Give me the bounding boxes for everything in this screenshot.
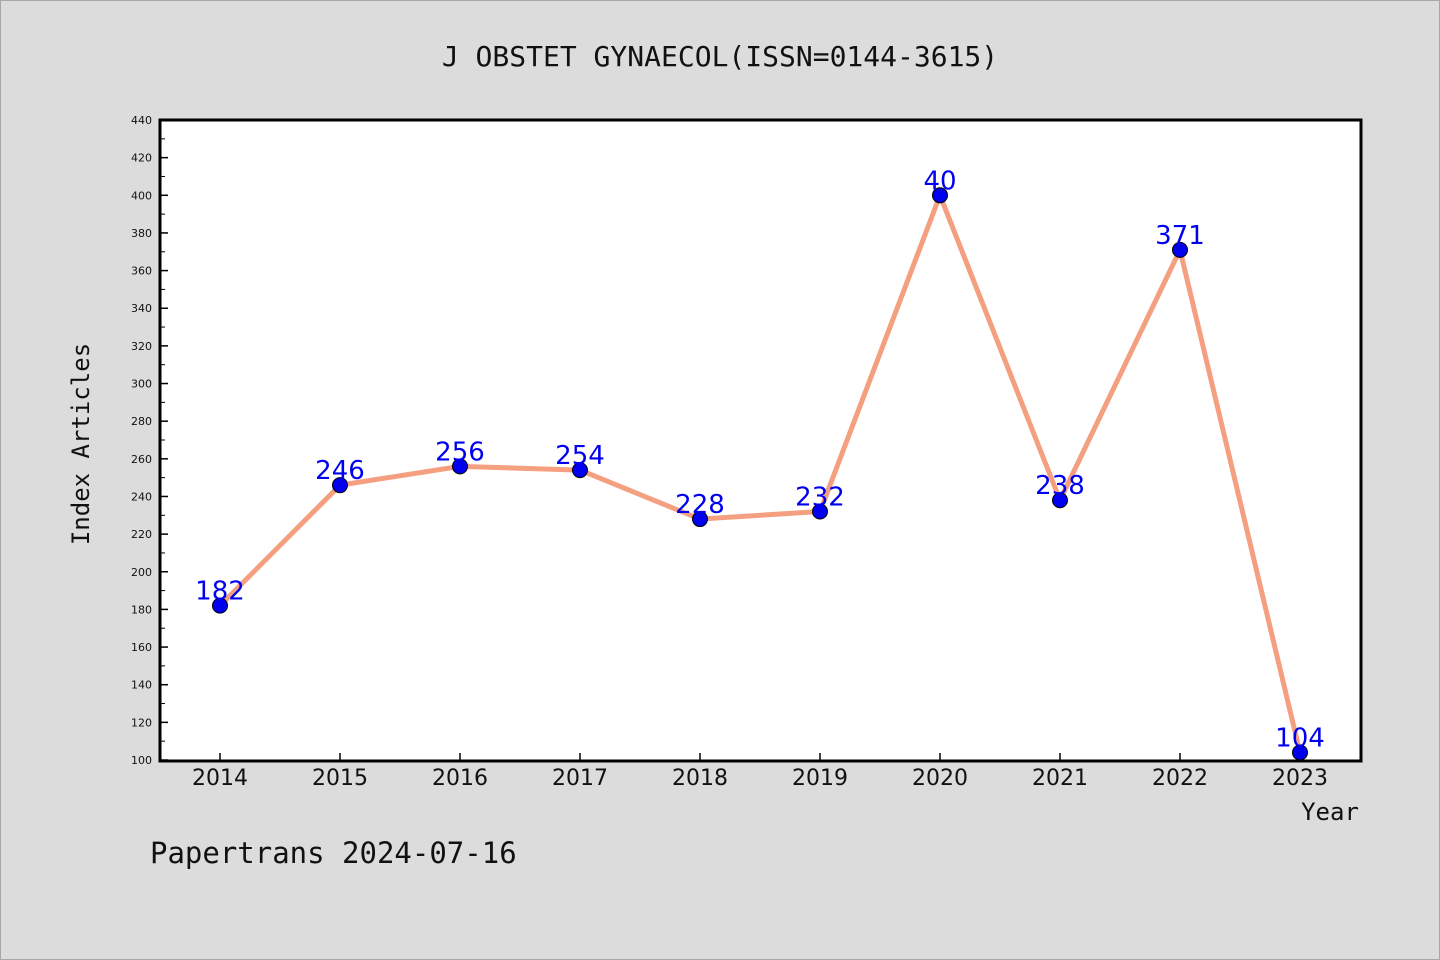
data-labels: 182 246 256 254 228 232 40 238 371 104: [195, 166, 1325, 753]
data-label: 371: [1155, 221, 1205, 251]
y-tick-label: 360: [131, 265, 152, 278]
plot-area: [158, 118, 1363, 763]
data-point: [1172, 241, 1188, 258]
x-tick-label: 2019: [792, 766, 848, 791]
y-tick-label: 100: [131, 754, 152, 767]
data-label: 256: [435, 437, 485, 467]
y-tick-label: 340: [131, 302, 152, 315]
data-label: 104: [1275, 723, 1325, 753]
data-label: 246: [315, 456, 365, 486]
x-axis-label: Year: [1301, 798, 1359, 826]
data-label: 254: [555, 441, 605, 471]
data-label: 40: [923, 166, 956, 196]
y-tick-label: 140: [131, 679, 152, 692]
series-line: [218, 192, 1303, 754]
data-point: [1052, 492, 1068, 509]
y-tick-label: 220: [131, 528, 152, 541]
data-point: [332, 477, 348, 494]
y-axis-label: Index Articles: [67, 343, 95, 545]
x-tick-label: 2021: [1032, 766, 1088, 791]
y-tick-label: 200: [131, 566, 152, 579]
data-markers: [212, 187, 1308, 761]
data-label: 238: [1035, 471, 1085, 501]
y-tick-label: 420: [131, 152, 152, 165]
data-point: [572, 462, 588, 479]
y-tick-label: 120: [131, 716, 152, 729]
y-tick-label: 280: [131, 415, 152, 428]
data-point: [1292, 744, 1308, 761]
y-tick-label: 320: [131, 340, 152, 353]
data-point: [692, 511, 708, 528]
x-tick-label: 2016: [432, 766, 488, 791]
x-tick-label: 2015: [312, 766, 368, 791]
y-tick-label: 240: [131, 490, 152, 503]
y-tick-label: 180: [131, 603, 152, 616]
y-tick-label: 260: [131, 453, 152, 466]
x-tick-label: 2020: [912, 766, 968, 791]
data-label: 232: [795, 483, 845, 513]
y-tick-label: 440: [131, 114, 152, 127]
data-point: [452, 458, 468, 475]
y-tick-label: 400: [131, 189, 152, 202]
data-point: [932, 187, 948, 204]
data-label: 228: [675, 490, 725, 520]
data-point: [212, 597, 228, 614]
x-tick-label: 2022: [1152, 766, 1208, 791]
x-axis: 2014 2015 2016 2017 2018 2019 2020 2021 2022 2023: [192, 753, 1328, 791]
x-tick-label: 2014: [192, 766, 248, 791]
footer-text: Papertrans 2024-07-16: [150, 836, 517, 870]
y-tick-label: 160: [131, 641, 152, 654]
x-tick-label: 2023: [1272, 766, 1328, 791]
data-label: 182: [195, 577, 245, 607]
data-point: [812, 503, 828, 520]
chart-title: J OBSTET GYNAECOL(ISSN=0144-3615): [442, 40, 998, 73]
x-tick-label: 2017: [552, 766, 608, 791]
y-tick-label: 380: [131, 227, 152, 240]
x-tick-label: 2018: [672, 766, 728, 791]
y-axis: 100 120 140 160 180 200 220 240 260 280 300 320 340 3…: [131, 114, 168, 767]
y-tick-label: 300: [131, 378, 152, 391]
